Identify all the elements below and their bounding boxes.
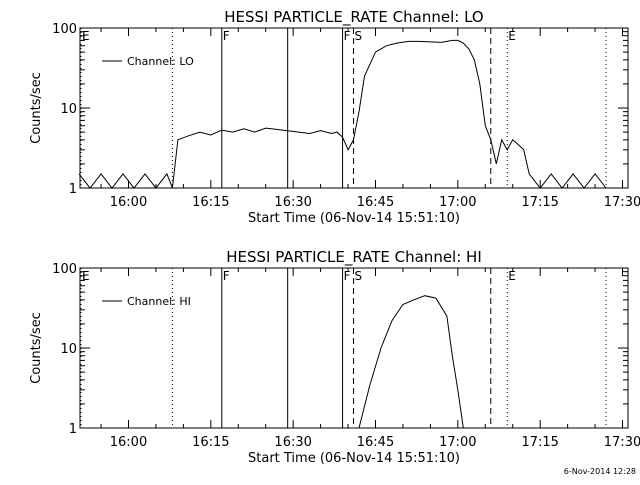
marker-label: F — [344, 29, 351, 43]
marker-label: S — [355, 29, 363, 43]
y-tick-label: 100 — [52, 22, 77, 37]
legend-label: Channel: HI — [127, 295, 191, 308]
x-axis-label: Start Time (06-Nov-14 15:51:10) — [248, 211, 460, 226]
panel-lo: HESSI PARTICLE_RATE Channel: LO 16:00 16:1… — [29, 8, 640, 226]
y-tick-label: 10 — [60, 102, 77, 117]
x-tick-label: 17:30 — [604, 435, 640, 450]
panel-hi: HESSI PARTICLE_RATE Channel: HI 16:00 16:1… — [29, 248, 640, 466]
legend-label: Channel: LO — [127, 55, 194, 68]
y-tick-label: 1 — [69, 182, 77, 197]
x-tick-label: 17:00 — [439, 195, 476, 210]
footer-timestamp: 6-Nov-2014 12:28 — [563, 467, 636, 476]
x-tick-label: 16:00 — [110, 195, 147, 210]
y-tick-label: 10 — [60, 342, 77, 357]
chart-title: HESSI PARTICLE_RATE Channel: LO — [224, 8, 483, 27]
x-tick-label: 16:30 — [274, 195, 311, 210]
x-tick-label: 16:45 — [357, 195, 394, 210]
x-tick-label: 16:45 — [357, 435, 394, 450]
marker-label: F — [344, 269, 351, 283]
x-tick-label: 16:30 — [274, 435, 311, 450]
y-tick-label: 100 — [52, 262, 77, 277]
marker-label: F — [223, 29, 230, 43]
marker-label: E — [82, 29, 90, 43]
marker-label: S — [355, 269, 363, 283]
x-tick-label: 17:15 — [521, 435, 558, 450]
marker-label: F — [223, 269, 230, 283]
chart-title: HESSI PARTICLE_RATE Channel: HI — [226, 248, 482, 267]
x-tick-label: 16:15 — [192, 195, 229, 210]
y-tick-label: 1 — [69, 422, 77, 437]
x-axis-label: Start Time (06-Nov-14 15:51:10) — [248, 451, 460, 466]
series-line-lo — [78, 39, 607, 189]
y-axis-label: Counts/sec — [29, 72, 44, 144]
marker-label: E — [508, 29, 516, 43]
y-axis-label: Counts/sec — [29, 312, 44, 384]
x-tick-label: 16:00 — [110, 435, 147, 450]
x-tick-label: 16:15 — [192, 435, 229, 450]
x-tick-label: 17:15 — [521, 195, 558, 210]
x-tick-label: 17:00 — [439, 435, 476, 450]
marker-label: E — [508, 269, 516, 283]
marker-label: E — [82, 269, 90, 283]
series-line-hi — [358, 295, 464, 429]
x-tick-label: 17:30 — [604, 195, 640, 210]
